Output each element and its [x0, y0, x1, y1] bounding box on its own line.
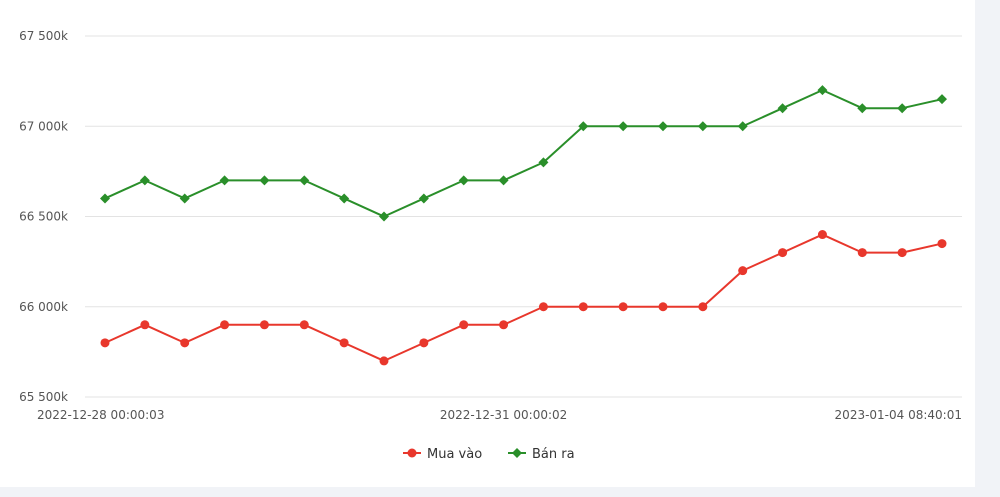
data-point: [219, 175, 230, 186]
legend-marker: [407, 448, 417, 458]
data-point: [100, 193, 110, 204]
data-point: [777, 103, 788, 114]
data-point: [179, 193, 190, 204]
data-point: [538, 302, 548, 312]
legend-label: Mua vào: [427, 447, 482, 462]
data-point: [379, 211, 389, 222]
data-point: [857, 248, 867, 258]
data-point: [139, 175, 150, 186]
data-point: [379, 356, 389, 366]
legend-marker: [512, 448, 522, 458]
data-point: [578, 302, 588, 312]
data-point: [778, 248, 788, 258]
data-point: [498, 175, 509, 186]
data-point: [220, 320, 230, 330]
data-point: [658, 121, 668, 132]
series-sell: [100, 85, 947, 222]
y-tick-label: 67 500k: [19, 29, 68, 43]
data-point: [259, 175, 270, 186]
data-point: [857, 103, 868, 114]
data-point: [738, 266, 748, 276]
data-point: [459, 320, 469, 330]
data-point: [299, 175, 310, 186]
data-point: [259, 320, 269, 330]
legend-label: Bán ra: [532, 447, 575, 462]
grid-lines: [85, 35, 962, 398]
data-point: [339, 193, 350, 204]
data-point: [658, 302, 668, 312]
data-point: [418, 193, 429, 204]
data-point: [140, 320, 150, 330]
data-point: [698, 302, 708, 312]
y-tick-label: 67 000k: [19, 119, 68, 133]
data-point: [578, 121, 589, 132]
data-point: [339, 338, 349, 348]
series-lines: [100, 85, 947, 366]
data-point: [817, 85, 828, 96]
data-point: [697, 121, 708, 132]
y-tick-label: 66 500k: [19, 210, 68, 224]
data-point: [618, 302, 628, 312]
series-line: [104, 233, 943, 362]
data-point: [299, 320, 309, 330]
data-point: [897, 103, 908, 114]
legend-item-sell: Bán ra: [508, 447, 575, 462]
data-point: [937, 94, 947, 105]
data-point: [538, 157, 549, 168]
data-point: [737, 121, 748, 132]
data-point: [499, 320, 509, 330]
x-tick-label: 2023-01-04 08:40:01: [835, 408, 962, 422]
data-point: [618, 121, 629, 132]
data-point: [419, 338, 429, 348]
x-tick-label: 2022-12-28 00:00:03: [37, 408, 164, 422]
data-point: [817, 230, 827, 240]
x-tick-label: 2022-12-31 00:00:02: [440, 408, 567, 422]
legend-item-buy: Mua vào: [403, 447, 482, 462]
y-tick-label: 66 000k: [19, 300, 68, 314]
data-point: [897, 248, 907, 258]
series-line: [104, 89, 943, 218]
legend: Mua vào Bán ra: [403, 447, 575, 462]
axis-labels: 65 500k 66 000k 66 500k 67 000k 67 500k 2022-…: [19, 29, 962, 422]
y-tick-label: 65 500k: [19, 390, 68, 404]
data-point: [458, 175, 469, 186]
chart-card: 65 500k 66 000k 66 500k 67 000k 67 500k 2022-…: [0, 0, 975, 487]
data-point: [100, 338, 110, 348]
data-point: [937, 239, 947, 249]
price-line-chart: 65 500k 66 000k 66 500k 67 000k 67 500k 2022-…: [19, 29, 962, 462]
series-buy: [100, 230, 947, 366]
data-point: [180, 338, 190, 348]
